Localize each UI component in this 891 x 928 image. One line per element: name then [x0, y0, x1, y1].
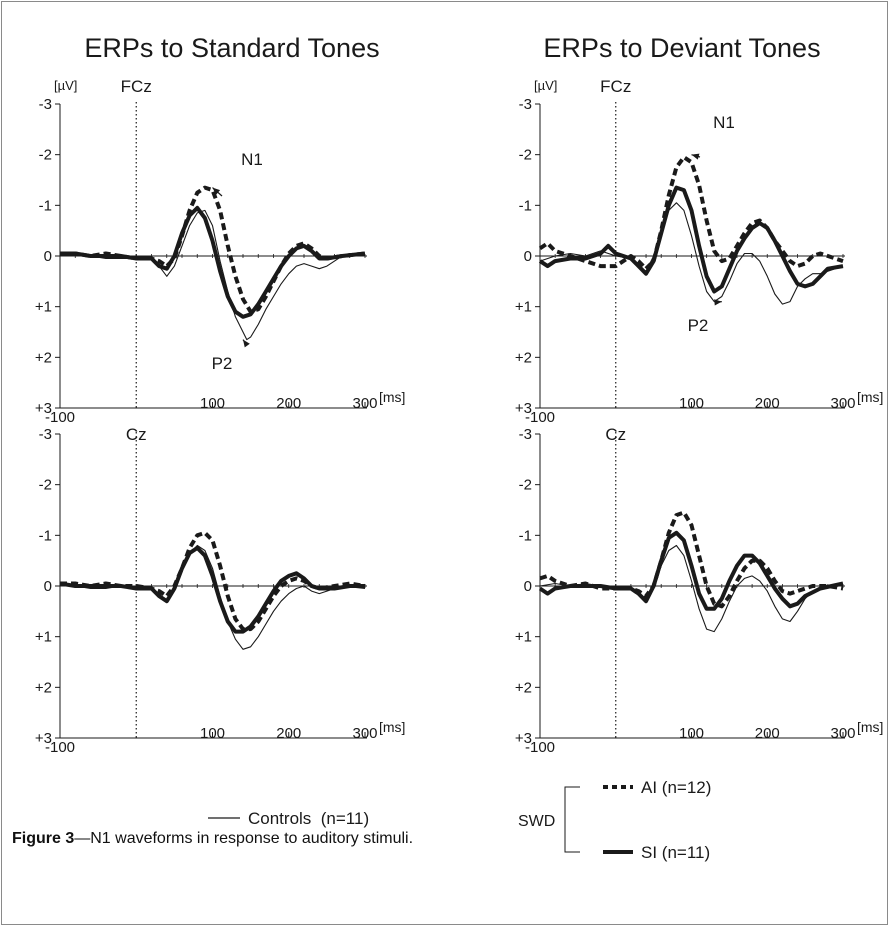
- y-tick-label: -2: [39, 477, 52, 494]
- y-tick-label: +1: [35, 629, 52, 646]
- x-tick-label: 100: [200, 395, 225, 412]
- figure-caption: Figure 3—N1 waveforms in response to aud…: [12, 830, 413, 848]
- y-tick-label: 0: [44, 578, 52, 595]
- y-tick-label: +1: [515, 299, 532, 316]
- y-tick-label: -1: [39, 197, 52, 214]
- series-line-dashed: [538, 155, 844, 271]
- annotation-p2: P2: [688, 316, 709, 335]
- y-tick-label: -3: [39, 96, 52, 113]
- y-tick-label: +3: [515, 730, 532, 747]
- x-tick-label: 100: [679, 725, 704, 742]
- x-tick-label: 200: [755, 725, 780, 742]
- y-tick-label: -1: [39, 527, 52, 544]
- x-tick-label: 200: [276, 725, 301, 742]
- series-line-thick: [60, 205, 366, 319]
- legend-ai-label: AI (n=12): [641, 778, 711, 797]
- x-axis-label: [ms]: [857, 719, 883, 735]
- caption-text: —N1 waveforms in response to auditory st…: [74, 830, 414, 847]
- x-tick-label: 200: [755, 395, 780, 412]
- channel-label: FCz: [600, 77, 631, 96]
- x-tick-label: -100: [45, 409, 75, 426]
- x-axis-label: [ms]: [379, 719, 405, 735]
- annotation-arrowhead: [212, 187, 221, 195]
- y-tick-label: -3: [39, 426, 52, 443]
- series-line-thick: [538, 530, 844, 611]
- y-tick-label: +3: [515, 400, 532, 417]
- panel-3: -3 -2 -1 0 +1 +2 +3-100 100 200 300 [ms] Cz: [515, 425, 884, 756]
- x-tick-label: 200: [276, 395, 301, 412]
- caption-label: Figure 3: [12, 830, 75, 847]
- x-tick-label: 100: [679, 395, 704, 412]
- x-tick-label: -100: [45, 739, 75, 756]
- series-line-thin: [59, 544, 366, 650]
- series-line-dashed: [60, 530, 366, 632]
- x-tick-label: 300: [830, 725, 855, 742]
- legend-si-label: SI (n=11): [641, 843, 710, 862]
- legend-group-label: SWD: [518, 813, 555, 830]
- x-axis-label: [ms]: [857, 389, 883, 405]
- x-tick-label: 300: [352, 395, 377, 412]
- annotation-arrowhead: [243, 339, 250, 348]
- title-deviant: ERPs to Deviant Tones: [543, 33, 820, 63]
- panel-0: -3 -2 -1 0 +1 +2 +3-100 100 200 300 [ms] [µV] FCz N1 P…: [35, 77, 406, 426]
- y-tick-label: -2: [39, 147, 52, 164]
- y-tick-label: -2: [519, 147, 532, 164]
- y-tick-label: -3: [519, 96, 532, 113]
- annotation-arrowhead: [691, 153, 700, 160]
- series-line-thick: [538, 185, 844, 294]
- x-tick-label: 100: [200, 725, 225, 742]
- legend-controls-label: Controls (n=11): [248, 809, 369, 828]
- panel-1: -3 -2 -1 0 +1 +2 +3-100 100 200 300 [ms] [µV] FCz N1 P…: [515, 77, 884, 426]
- series-line-dashed: [60, 185, 366, 314]
- x-tick-label: 300: [352, 725, 377, 742]
- y-tick-label: +2: [515, 679, 532, 696]
- x-tick-label: 300: [830, 395, 855, 412]
- y-tick-label: +2: [515, 349, 532, 366]
- y-tick-label: 0: [44, 248, 52, 265]
- y-tick-label: +2: [35, 349, 52, 366]
- x-tick-label: -100: [525, 739, 555, 756]
- y-tick-label: +1: [35, 299, 52, 316]
- channel-label: Cz: [605, 425, 626, 444]
- annotation-n1: N1: [713, 113, 735, 132]
- panel-2: -3 -2 -1 0 +1 +2 +3-100 100 200 300 [ms] Cz: [35, 425, 406, 756]
- legend-bracket: [564, 786, 580, 853]
- channel-label: Cz: [126, 425, 147, 444]
- y-tick-label: +2: [35, 679, 52, 696]
- channel-label: FCz: [121, 77, 152, 96]
- x-tick-label: -100: [525, 409, 555, 426]
- y-axis-label: [µV]: [534, 78, 557, 93]
- x-axis-label: [ms]: [379, 389, 405, 405]
- annotation-arrowhead: [714, 299, 722, 306]
- y-tick-label: +3: [35, 730, 52, 747]
- y-tick-label: -2: [519, 477, 532, 494]
- y-tick-label: +1: [515, 629, 532, 646]
- series-line-thin: [59, 209, 365, 341]
- y-tick-label: 0: [524, 578, 532, 595]
- annotation-p2: P2: [212, 354, 233, 373]
- y-tick-label: -3: [519, 426, 532, 443]
- annotation-n1: N1: [241, 150, 263, 169]
- y-tick-label: -1: [519, 527, 532, 544]
- series-line-thick: [59, 546, 365, 634]
- series-line-thin: [539, 544, 843, 633]
- legend: Controls (n=11) SWD AI (n=12) SI (n=11): [208, 778, 711, 862]
- y-tick-label: 0: [524, 248, 532, 265]
- y-tick-label: -1: [519, 197, 532, 214]
- title-standard: ERPs to Standard Tones: [84, 33, 379, 63]
- y-tick-label: +3: [35, 400, 52, 417]
- y-axis-label: [µV]: [54, 78, 77, 93]
